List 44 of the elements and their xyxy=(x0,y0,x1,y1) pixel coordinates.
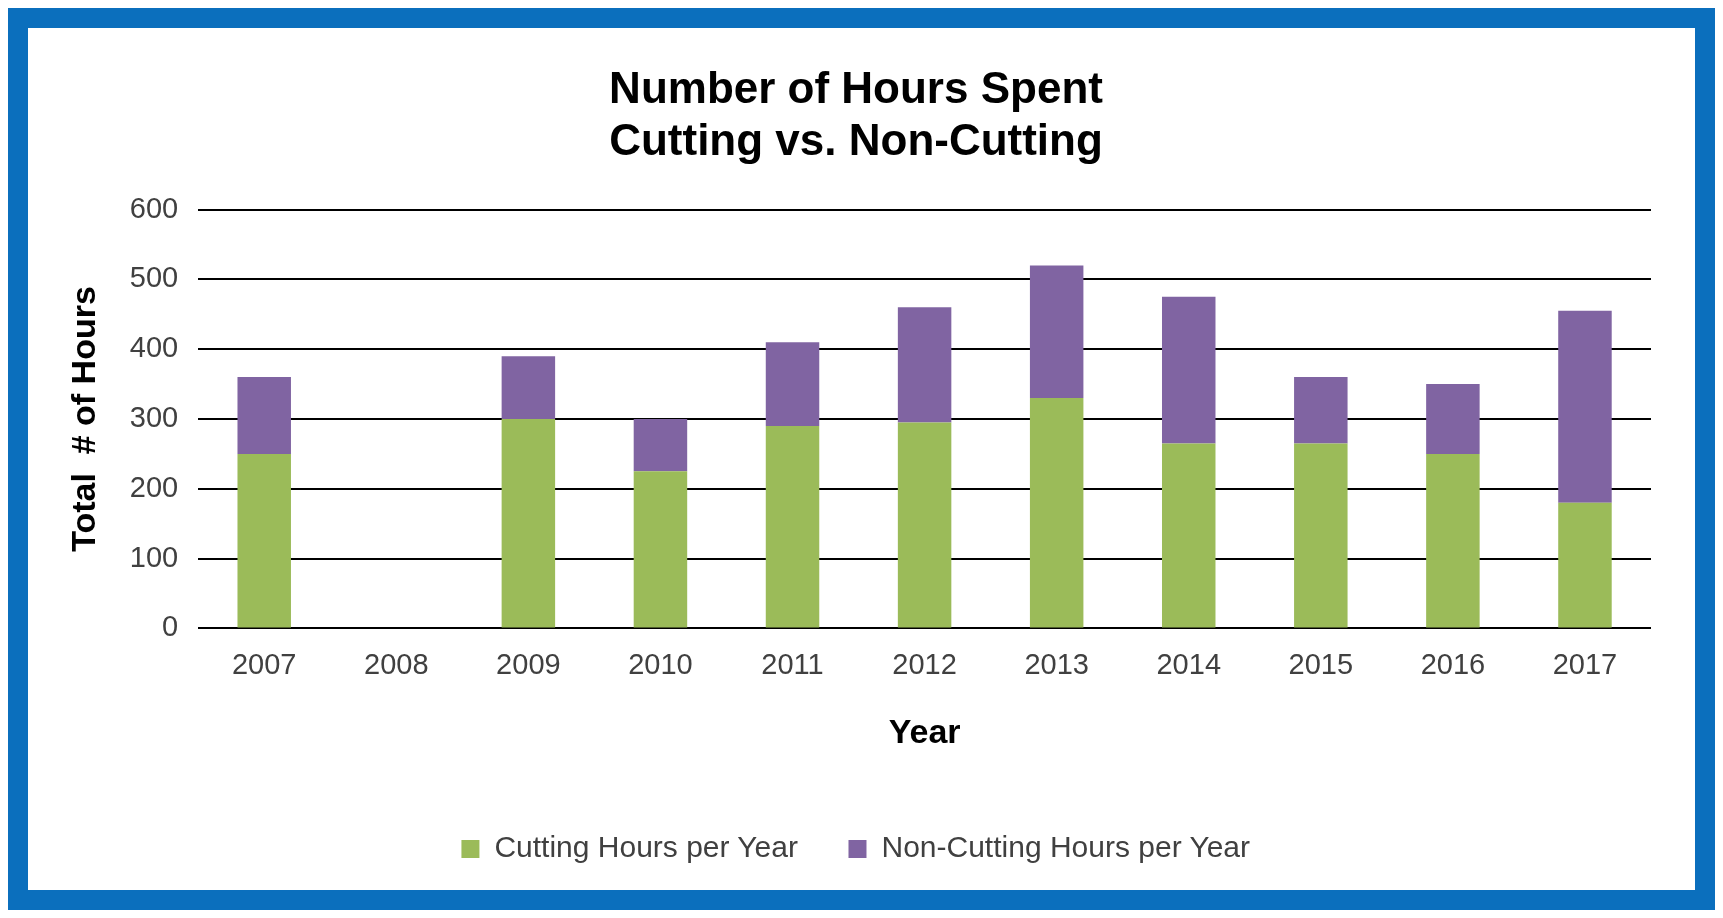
bar xyxy=(1558,310,1612,503)
x-tick-label: 2008 xyxy=(364,647,429,680)
bar xyxy=(237,453,291,628)
bar xyxy=(501,419,556,628)
x-tick-label: 2016 xyxy=(1420,647,1486,680)
x-tick-label: 2011 xyxy=(761,647,824,680)
x-tick-label: 2015 xyxy=(1288,647,1354,680)
y-tick-label: 500 xyxy=(129,261,179,294)
bar xyxy=(1558,502,1612,628)
y-axis-title: Total # of Hours xyxy=(63,286,102,552)
bar xyxy=(501,356,556,419)
bar xyxy=(1294,377,1348,444)
y-tick-label: 0 xyxy=(162,610,179,643)
x-tick-label: 2010 xyxy=(628,647,693,680)
bar xyxy=(1162,443,1216,628)
x-tick-label: 2009 xyxy=(496,647,561,680)
y-tick-label: 100 xyxy=(129,540,179,573)
bar xyxy=(765,342,820,426)
y-tick-label: 200 xyxy=(129,470,179,503)
x-tick-label: 2013 xyxy=(1024,647,1089,680)
y-tick-label: 400 xyxy=(129,331,179,364)
legend-label: Non-Cutting Hours per Year xyxy=(881,830,1251,864)
bar xyxy=(1029,265,1084,399)
bar xyxy=(897,422,952,628)
bar xyxy=(1029,398,1084,628)
bar xyxy=(1426,384,1480,454)
text: Cutting vs. Non-Cutting xyxy=(609,115,1103,165)
bar xyxy=(237,377,291,454)
x-tick-label: 2017 xyxy=(1552,647,1618,680)
text: Number of Hours Spent xyxy=(609,62,1103,112)
x-axis-title: Year xyxy=(888,711,961,750)
y-tick-label: 300 xyxy=(129,401,179,433)
legend-label: Cutting Hours per Year xyxy=(494,830,798,864)
bar xyxy=(633,471,688,628)
bar xyxy=(1426,453,1480,628)
bar xyxy=(897,307,952,423)
bar xyxy=(1162,296,1216,444)
x-tick-label: 2007 xyxy=(231,647,297,680)
x-tick-label: 2012 xyxy=(892,647,957,680)
y-tick-label: 600 xyxy=(129,191,179,224)
bar xyxy=(765,425,820,628)
bar xyxy=(1294,443,1348,628)
bar xyxy=(633,419,688,472)
x-tick-label: 2014 xyxy=(1156,647,1221,680)
